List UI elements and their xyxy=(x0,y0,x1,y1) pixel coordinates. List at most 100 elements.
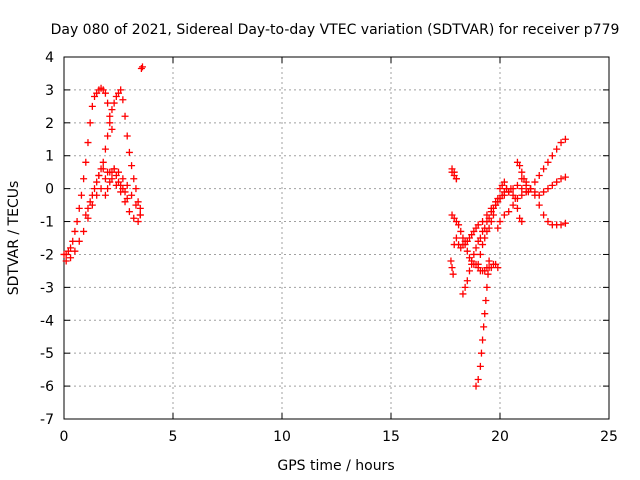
data-point xyxy=(136,204,144,212)
data-point xyxy=(110,165,118,173)
chart-title: Day 080 of 2021, Sidereal Day-to-day VTE… xyxy=(51,22,620,38)
data-point xyxy=(463,277,471,285)
data-point xyxy=(505,208,513,216)
data-point xyxy=(123,181,131,189)
data-point xyxy=(479,241,487,249)
data-point xyxy=(450,241,458,249)
data-point xyxy=(91,185,99,193)
data-point xyxy=(477,349,485,357)
data-point xyxy=(472,382,480,390)
x-axis: 0 5 10 15 20 25 xyxy=(60,57,618,445)
data-point xyxy=(561,219,569,227)
data-point xyxy=(500,178,508,186)
x-tick-label: 5 xyxy=(169,429,178,445)
data-point xyxy=(93,178,101,186)
data-point xyxy=(518,185,526,193)
data-point xyxy=(99,158,107,166)
data-point xyxy=(535,201,543,209)
data-point xyxy=(535,171,543,179)
y-tick-label: 2 xyxy=(45,116,54,132)
data-point xyxy=(99,165,107,173)
y-axis-label: SDTVAR / TECUs xyxy=(6,181,22,296)
data-point xyxy=(80,175,88,183)
data-point xyxy=(86,119,94,127)
data-point xyxy=(513,204,521,212)
y-tick-label: -4 xyxy=(40,313,54,329)
x-tick-label: 20 xyxy=(491,429,509,445)
data-point xyxy=(561,135,569,143)
data-point xyxy=(522,181,530,189)
data-point xyxy=(69,237,77,245)
data-point xyxy=(128,162,136,170)
data-point xyxy=(452,234,460,242)
data-point xyxy=(524,188,532,196)
data-point xyxy=(138,63,146,71)
data-point xyxy=(452,175,460,183)
data-point xyxy=(557,221,565,229)
plot-frame xyxy=(63,56,610,420)
data-point xyxy=(518,191,526,199)
data-point xyxy=(101,175,109,183)
data-point xyxy=(71,247,79,255)
data-point xyxy=(119,96,127,104)
data-point xyxy=(448,264,456,272)
data-point xyxy=(548,181,556,189)
data-point xyxy=(125,148,133,156)
data-point xyxy=(494,224,502,232)
data-point xyxy=(101,191,109,199)
data-point xyxy=(463,247,471,255)
data-point xyxy=(544,158,552,166)
data-point xyxy=(130,175,138,183)
data-point xyxy=(104,168,112,176)
data-point xyxy=(480,323,488,331)
data-point xyxy=(476,250,484,258)
data-point xyxy=(84,139,92,147)
data-series xyxy=(60,63,569,390)
data-point xyxy=(108,125,116,133)
x-tick-label: 0 xyxy=(60,429,69,445)
data-point xyxy=(75,237,83,245)
data-point xyxy=(82,158,90,166)
data-point xyxy=(479,336,487,344)
y-tick-label: -2 xyxy=(40,247,54,263)
data-point xyxy=(544,218,552,226)
data-point xyxy=(104,132,112,140)
data-point xyxy=(77,191,85,199)
data-point xyxy=(468,260,476,268)
data-point xyxy=(509,185,517,193)
data-point xyxy=(108,175,116,183)
data-point xyxy=(474,260,482,268)
data-point xyxy=(496,218,504,226)
data-point xyxy=(561,173,569,181)
data-point xyxy=(75,204,83,212)
data-point xyxy=(104,99,112,107)
y-tick-label: -5 xyxy=(40,346,54,362)
data-point xyxy=(137,65,145,73)
data-point xyxy=(101,89,109,97)
data-point xyxy=(518,218,526,226)
data-point xyxy=(106,119,114,127)
x-axis-label: GPS time / hours xyxy=(277,458,394,474)
data-point xyxy=(518,168,526,176)
data-point xyxy=(484,270,492,278)
data-point xyxy=(485,214,493,222)
data-point xyxy=(123,132,131,140)
data-point xyxy=(520,175,528,183)
data-point xyxy=(121,112,129,120)
data-point xyxy=(557,139,565,147)
data-point xyxy=(119,175,127,183)
data-point xyxy=(509,201,517,209)
data-point xyxy=(481,310,489,318)
data-point xyxy=(449,270,457,278)
data-point xyxy=(531,178,539,186)
data-point xyxy=(483,283,491,291)
data-point xyxy=(481,224,489,232)
data-point xyxy=(121,198,129,206)
y-tick-label: 4 xyxy=(45,50,54,66)
data-point xyxy=(67,244,75,252)
data-point xyxy=(132,185,140,193)
data-point xyxy=(465,267,473,275)
data-point xyxy=(84,214,92,222)
data-point xyxy=(544,185,552,193)
